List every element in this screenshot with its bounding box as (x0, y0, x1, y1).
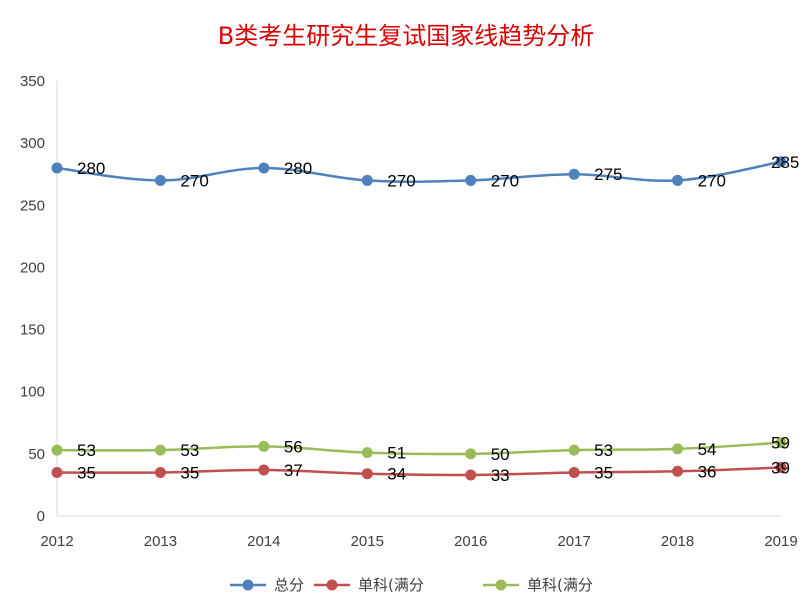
data-point (258, 440, 270, 452)
x-tick-label: 2012 (40, 533, 73, 550)
data-label: 35 (77, 464, 96, 483)
data-point (361, 174, 373, 186)
y-tick-label: 50 (28, 446, 45, 463)
data-point (258, 464, 270, 476)
legend-label: 单科(满分 (527, 576, 593, 594)
legend-marker (326, 579, 338, 591)
y-tick-label: 200 (20, 259, 45, 276)
data-point (154, 467, 166, 478)
data-label: 270 (180, 171, 208, 190)
series-1: 280 270 280 270 270 275 270 285 (51, 153, 799, 190)
data-label: 270 (698, 171, 726, 190)
data-label: 53 (594, 441, 613, 460)
axes: 0 50 100 150 200 250 300 350 2012 2013 2014 2015 201… (20, 73, 798, 550)
y-tick-label: 100 (20, 384, 45, 401)
y-tick-label: 0 (37, 508, 45, 525)
legend-label: 单科(满分 (358, 576, 424, 594)
data-label: 34 (387, 465, 406, 484)
data-point (568, 467, 580, 478)
data-label: 51 (387, 444, 406, 463)
data-label: 280 (77, 159, 105, 178)
series-line (56, 160, 782, 183)
data-point (568, 444, 580, 456)
data-label: 37 (284, 461, 303, 480)
legend-item: 总分 (230, 576, 304, 594)
data-label: 270 (387, 171, 415, 190)
y-tick-label: 300 (20, 135, 45, 152)
data-label: 56 (284, 437, 303, 456)
data-point (51, 162, 63, 174)
data-point (775, 156, 787, 168)
data-label: 285 (771, 153, 799, 172)
data-point (465, 174, 477, 186)
data-label: 270 (491, 171, 519, 190)
series-line (56, 466, 782, 477)
y-tick-label: 250 (20, 197, 45, 214)
x-tick-label: 2016 (454, 533, 487, 550)
data-point (258, 162, 270, 174)
series-2: 35 35 37 34 33 35 36 39 (51, 459, 790, 485)
x-tick-label: 2013 (144, 533, 177, 550)
y-tick-label: 150 (20, 322, 45, 339)
data-point (465, 448, 477, 460)
series-3: 53 53 56 51 50 53 54 59 (51, 434, 790, 464)
data-point (672, 465, 684, 477)
data-point (154, 174, 166, 186)
data-label: 35 (594, 464, 613, 483)
x-tick-label: 2019 (764, 533, 797, 550)
x-tick-label: 2017 (557, 533, 590, 550)
x-tick-label: 2014 (247, 533, 280, 550)
data-point (465, 469, 477, 481)
legend-label: 总分 (274, 576, 304, 594)
data-point (775, 437, 787, 449)
data-point (672, 174, 684, 186)
series-layer: 280 270 280 270 270 275 270 285 35 35 37 34 33 35 36 39… (51, 153, 799, 485)
data-label: 280 (284, 159, 312, 178)
legend-marker (495, 579, 507, 591)
data-point (672, 443, 684, 455)
data-label: 54 (698, 440, 717, 459)
x-tick-label: 2015 (351, 533, 384, 550)
chart-title: B类考生研究生复试国家线趋势分析 (218, 22, 594, 50)
data-point (775, 462, 787, 474)
data-label: 53 (180, 441, 199, 460)
data-point (51, 467, 63, 478)
data-label: 36 (698, 462, 717, 481)
data-label: 33 (491, 466, 510, 485)
y-tick-label: 350 (20, 73, 45, 90)
data-point (51, 444, 63, 456)
legend-item: 单科(满分 (483, 576, 593, 594)
legend: 总分 单科(满分 单科(满分 (230, 576, 593, 594)
data-point (361, 468, 373, 480)
data-label: 53 (77, 441, 96, 460)
data-point (154, 444, 166, 456)
legend-marker (242, 579, 254, 591)
data-label: 275 (594, 165, 622, 184)
data-point (361, 447, 373, 459)
legend-item: 单科(满分 (314, 576, 424, 594)
data-point (568, 168, 580, 180)
data-label: 59 (771, 434, 790, 453)
data-label: 35 (180, 464, 199, 483)
data-label: 39 (771, 459, 790, 478)
series-line (56, 441, 782, 456)
x-tick-label: 2018 (661, 533, 694, 550)
data-label: 50 (491, 445, 510, 464)
